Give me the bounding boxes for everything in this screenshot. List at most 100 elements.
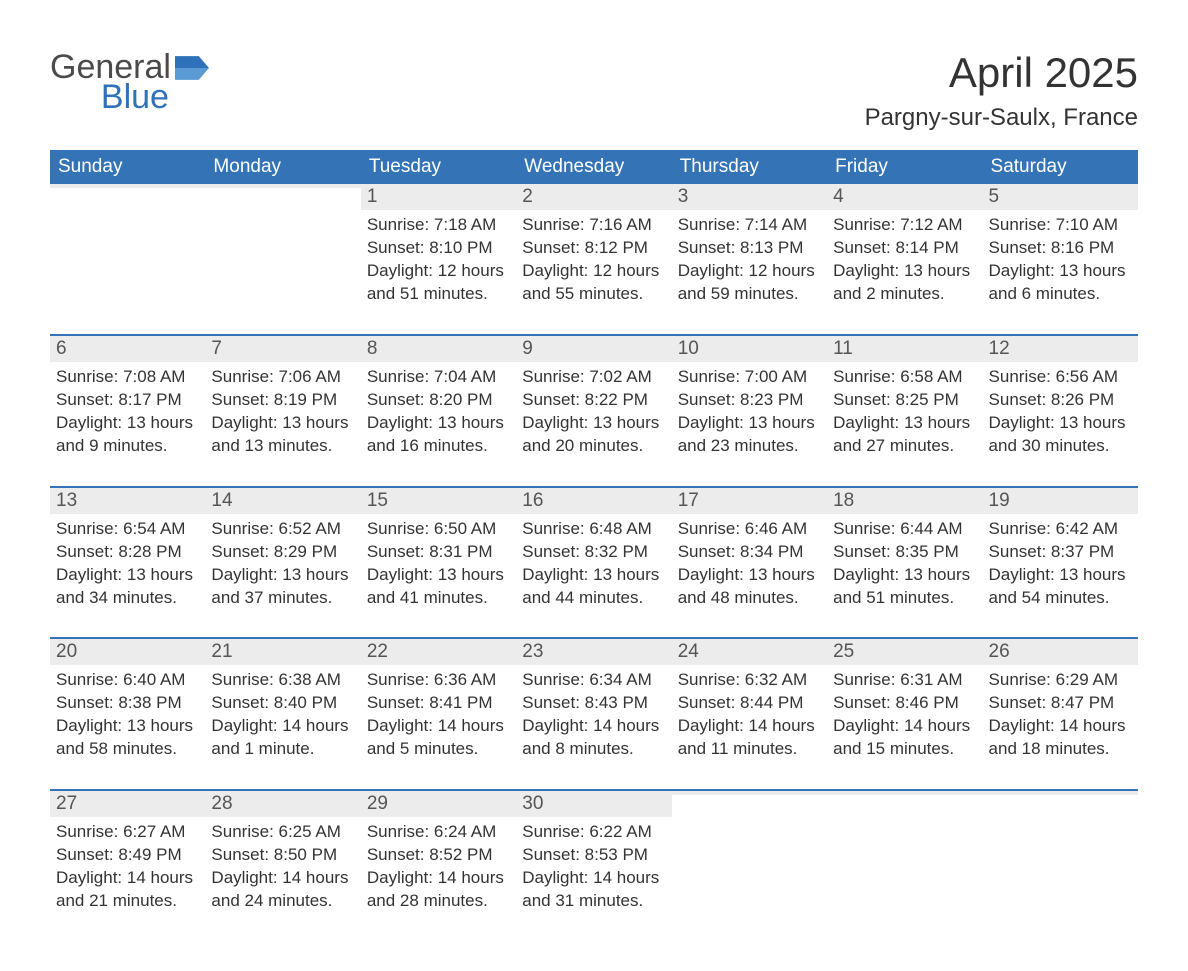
cell-body: Sunrise: 6:40 AMSunset: 8:38 PMDaylight:… bbox=[50, 665, 205, 789]
calendar-document: General Blue April 2025 Pargny-sur-Saulx… bbox=[0, 0, 1188, 971]
sunset-line: Sunset: 8:44 PM bbox=[678, 692, 821, 715]
calendar-cell: 4Sunrise: 7:12 AMSunset: 8:14 PMDaylight… bbox=[827, 184, 982, 335]
daynum-row: 14 bbox=[205, 488, 360, 514]
daynum-row: 25 bbox=[827, 639, 982, 665]
cell-body: Sunrise: 7:04 AMSunset: 8:20 PMDaylight:… bbox=[361, 362, 516, 486]
daynum-row: 24 bbox=[672, 639, 827, 665]
daynum-row: 28 bbox=[205, 791, 360, 817]
cell-body: Sunrise: 6:56 AMSunset: 8:26 PMDaylight:… bbox=[983, 362, 1138, 486]
daylight-line: Daylight: 13 hours and 30 minutes. bbox=[989, 412, 1132, 458]
sunset-line: Sunset: 8:14 PM bbox=[833, 237, 976, 260]
logo-flag-icon bbox=[175, 56, 209, 80]
sunrise-line: Sunrise: 6:56 AM bbox=[989, 366, 1132, 389]
daylight-line: Daylight: 14 hours and 15 minutes. bbox=[833, 715, 976, 761]
calendar-cell: 30Sunrise: 6:22 AMSunset: 8:53 PMDayligh… bbox=[516, 790, 671, 941]
calendar-cell: 13Sunrise: 6:54 AMSunset: 8:28 PMDayligh… bbox=[50, 487, 205, 639]
calendar-cell: 6Sunrise: 7:08 AMSunset: 8:17 PMDaylight… bbox=[50, 335, 205, 487]
daynum-row: 30 bbox=[516, 791, 671, 817]
daynum-row: 13 bbox=[50, 488, 205, 514]
calendar-header-row: Sunday Monday Tuesday Wednesday Thursday… bbox=[50, 150, 1138, 184]
sunrise-line: Sunrise: 7:10 AM bbox=[989, 214, 1132, 237]
weekday-header: Monday bbox=[205, 150, 360, 184]
daynum-row: 5 bbox=[983, 184, 1138, 210]
cell-body: Sunrise: 6:44 AMSunset: 8:35 PMDaylight:… bbox=[827, 514, 982, 638]
calendar-cell: 17Sunrise: 6:46 AMSunset: 8:34 PMDayligh… bbox=[672, 487, 827, 639]
day-number: 25 bbox=[827, 639, 982, 665]
daylight-line: Daylight: 14 hours and 21 minutes. bbox=[56, 867, 199, 913]
daylight-line: Daylight: 14 hours and 24 minutes. bbox=[211, 867, 354, 913]
day-number: 13 bbox=[50, 488, 205, 514]
sunrise-line: Sunrise: 6:50 AM bbox=[367, 518, 510, 541]
cell-body: Sunrise: 6:22 AMSunset: 8:53 PMDaylight:… bbox=[516, 817, 671, 941]
daynum-row: 2 bbox=[516, 184, 671, 210]
day-number: 23 bbox=[516, 639, 671, 665]
sunrise-line: Sunrise: 6:52 AM bbox=[211, 518, 354, 541]
sunrise-line: Sunrise: 6:54 AM bbox=[56, 518, 199, 541]
sunrise-line: Sunrise: 6:32 AM bbox=[678, 669, 821, 692]
day-number: 1 bbox=[361, 184, 516, 210]
cell-body: Sunrise: 6:38 AMSunset: 8:40 PMDaylight:… bbox=[205, 665, 360, 789]
sunrise-line: Sunrise: 7:02 AM bbox=[522, 366, 665, 389]
cell-body: Sunrise: 6:31 AMSunset: 8:46 PMDaylight:… bbox=[827, 665, 982, 789]
weekday-header: Friday bbox=[827, 150, 982, 184]
sunrise-line: Sunrise: 6:36 AM bbox=[367, 669, 510, 692]
sunset-line: Sunset: 8:37 PM bbox=[989, 541, 1132, 564]
calendar-week-row: 6Sunrise: 7:08 AMSunset: 8:17 PMDaylight… bbox=[50, 335, 1138, 487]
day-number: 22 bbox=[361, 639, 516, 665]
daylight-line: Daylight: 13 hours and 27 minutes. bbox=[833, 412, 976, 458]
daynum-row: 1 bbox=[361, 184, 516, 210]
day-number: 9 bbox=[516, 336, 671, 362]
cell-body: Sunrise: 6:24 AMSunset: 8:52 PMDaylight:… bbox=[361, 817, 516, 941]
cell-body: Sunrise: 6:29 AMSunset: 8:47 PMDaylight:… bbox=[983, 665, 1138, 789]
sunset-line: Sunset: 8:32 PM bbox=[522, 541, 665, 564]
daylight-line: Daylight: 13 hours and 48 minutes. bbox=[678, 564, 821, 610]
day-number: 4 bbox=[827, 184, 982, 210]
day-number: 26 bbox=[983, 639, 1138, 665]
sunset-line: Sunset: 8:38 PM bbox=[56, 692, 199, 715]
day-number: 15 bbox=[361, 488, 516, 514]
cell-body: Sunrise: 7:08 AMSunset: 8:17 PMDaylight:… bbox=[50, 362, 205, 486]
calendar-cell bbox=[983, 790, 1138, 941]
sunrise-line: Sunrise: 6:38 AM bbox=[211, 669, 354, 692]
daylight-line: Daylight: 14 hours and 1 minute. bbox=[211, 715, 354, 761]
cell-body: Sunrise: 7:00 AMSunset: 8:23 PMDaylight:… bbox=[672, 362, 827, 486]
sunset-line: Sunset: 8:49 PM bbox=[56, 844, 199, 867]
sunset-line: Sunset: 8:19 PM bbox=[211, 389, 354, 412]
sunrise-line: Sunrise: 7:00 AM bbox=[678, 366, 821, 389]
daylight-line: Daylight: 14 hours and 31 minutes. bbox=[522, 867, 665, 913]
sunrise-line: Sunrise: 6:24 AM bbox=[367, 821, 510, 844]
sunrise-line: Sunrise: 7:08 AM bbox=[56, 366, 199, 389]
calendar-cell: 21Sunrise: 6:38 AMSunset: 8:40 PMDayligh… bbox=[205, 638, 360, 790]
logo: General Blue bbox=[50, 50, 209, 114]
cell-body: Sunrise: 7:16 AMSunset: 8:12 PMDaylight:… bbox=[516, 210, 671, 334]
sunset-line: Sunset: 8:13 PM bbox=[678, 237, 821, 260]
cell-body: Sunrise: 6:46 AMSunset: 8:34 PMDaylight:… bbox=[672, 514, 827, 638]
daylight-line: Daylight: 12 hours and 59 minutes. bbox=[678, 260, 821, 306]
month-title: April 2025 bbox=[865, 50, 1138, 96]
sunset-line: Sunset: 8:28 PM bbox=[56, 541, 199, 564]
day-number: 7 bbox=[205, 336, 360, 362]
sunset-line: Sunset: 8:17 PM bbox=[56, 389, 199, 412]
daylight-line: Daylight: 13 hours and 20 minutes. bbox=[522, 412, 665, 458]
day-number: 20 bbox=[50, 639, 205, 665]
calendar-cell bbox=[672, 790, 827, 941]
calendar-cell: 19Sunrise: 6:42 AMSunset: 8:37 PMDayligh… bbox=[983, 487, 1138, 639]
calendar-cell: 12Sunrise: 6:56 AMSunset: 8:26 PMDayligh… bbox=[983, 335, 1138, 487]
day-number: 30 bbox=[516, 791, 671, 817]
cell-body: Sunrise: 6:50 AMSunset: 8:31 PMDaylight:… bbox=[361, 514, 516, 638]
daynum-row: 19 bbox=[983, 488, 1138, 514]
sunset-line: Sunset: 8:22 PM bbox=[522, 389, 665, 412]
calendar-cell: 8Sunrise: 7:04 AMSunset: 8:20 PMDaylight… bbox=[361, 335, 516, 487]
sunset-line: Sunset: 8:20 PM bbox=[367, 389, 510, 412]
daynum-row: 20 bbox=[50, 639, 205, 665]
sunrise-line: Sunrise: 7:12 AM bbox=[833, 214, 976, 237]
cell-body: Sunrise: 7:14 AMSunset: 8:13 PMDaylight:… bbox=[672, 210, 827, 334]
document-header: General Blue April 2025 Pargny-sur-Saulx… bbox=[50, 50, 1138, 142]
sunset-line: Sunset: 8:43 PM bbox=[522, 692, 665, 715]
daylight-line: Daylight: 13 hours and 13 minutes. bbox=[211, 412, 354, 458]
calendar-cell: 1Sunrise: 7:18 AMSunset: 8:10 PMDaylight… bbox=[361, 184, 516, 335]
cell-body bbox=[827, 795, 982, 905]
weekday-header: Saturday bbox=[983, 150, 1138, 184]
calendar-cell: 2Sunrise: 7:16 AMSunset: 8:12 PMDaylight… bbox=[516, 184, 671, 335]
daylight-line: Daylight: 13 hours and 23 minutes. bbox=[678, 412, 821, 458]
